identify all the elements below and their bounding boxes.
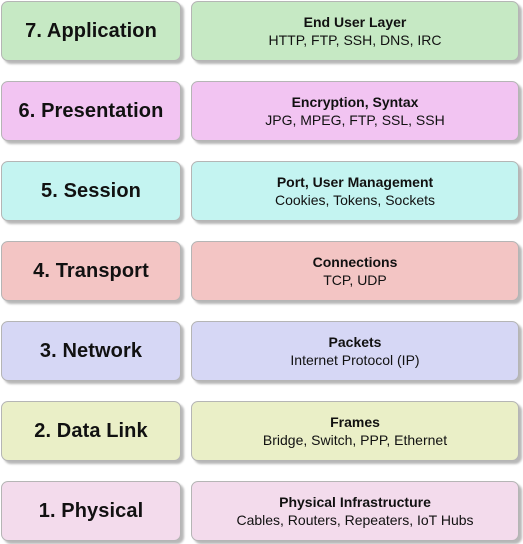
layer-description-box: Port, User Management Cookies, Tokens, S… (191, 161, 519, 221)
layer-name-box: 2. Data Link (1, 401, 181, 461)
layer-name-box: 6. Presentation (1, 81, 181, 141)
layer-description-title: Packets (328, 333, 382, 350)
layer-name-box: 5. Session (1, 161, 181, 221)
layer-name-box: 4. Transport (1, 241, 181, 301)
layer-row-transport: 4. Transport Connections TCP, UDP (0, 241, 523, 303)
layer-description-title: Frames (330, 413, 380, 430)
layer-name: 4. Transport (33, 259, 149, 282)
layer-row-application: 7. Application End User Layer HTTP, FTP,… (0, 1, 523, 63)
layer-description-box: Frames Bridge, Switch, PPP, Ethernet (191, 401, 519, 461)
layer-name: 3. Network (39, 339, 143, 362)
layer-name-box: 3. Network (1, 321, 181, 381)
layer-row-network: 3. Network Packets Internet Protocol (IP… (0, 321, 523, 383)
layer-name: 7. Application (25, 19, 157, 42)
layer-description-title: End User Layer (303, 13, 407, 30)
layer-row-presentation: 6. Presentation Encryption, Syntax JPG, … (0, 81, 523, 143)
layer-description-protocols: Cables, Routers, Repeaters, IoT Hubs (236, 511, 474, 528)
layer-description-box: Physical Infrastructure Cables, Routers,… (191, 481, 519, 541)
layer-row-physical: 1. Physical Physical Infrastructure Cabl… (0, 481, 523, 543)
layer-description-protocols: Bridge, Switch, PPP, Ethernet (262, 431, 448, 448)
layer-name-box: 1. Physical (1, 481, 181, 541)
layer-description-protocols: Internet Protocol (IP) (290, 351, 420, 368)
layer-name: 6. Presentation (18, 99, 164, 122)
layer-description-box: Encryption, Syntax JPG, MPEG, FTP, SSL, … (191, 81, 519, 141)
layer-description-protocols: HTTP, FTP, SSH, DNS, IRC (268, 31, 442, 48)
layer-description-title: Port, User Management (276, 173, 434, 190)
layer-name: 5. Session (41, 179, 141, 202)
layer-description-protocols: JPG, MPEG, FTP, SSL, SSH (265, 111, 445, 128)
layer-description-box: End User Layer HTTP, FTP, SSH, DNS, IRC (191, 1, 519, 61)
layer-description-box: Packets Internet Protocol (IP) (191, 321, 519, 381)
layer-name: 1. Physical (38, 499, 144, 522)
layer-row-data-link: 2. Data Link Frames Bridge, Switch, PPP,… (0, 401, 523, 463)
layer-description-protocols: Cookies, Tokens, Sockets (274, 191, 436, 208)
layer-description-title: Encryption, Syntax (291, 93, 419, 110)
layer-name: 2. Data Link (34, 419, 148, 442)
layer-description-box: Connections TCP, UDP (191, 241, 519, 301)
layer-description-protocols: TCP, UDP (323, 271, 387, 288)
layer-row-session: 5. Session Port, User Management Cookies… (0, 161, 523, 223)
layer-description-title: Connections (312, 253, 398, 270)
layer-description-title: Physical Infrastructure (279, 493, 431, 510)
layer-name-box: 7. Application (1, 1, 181, 61)
